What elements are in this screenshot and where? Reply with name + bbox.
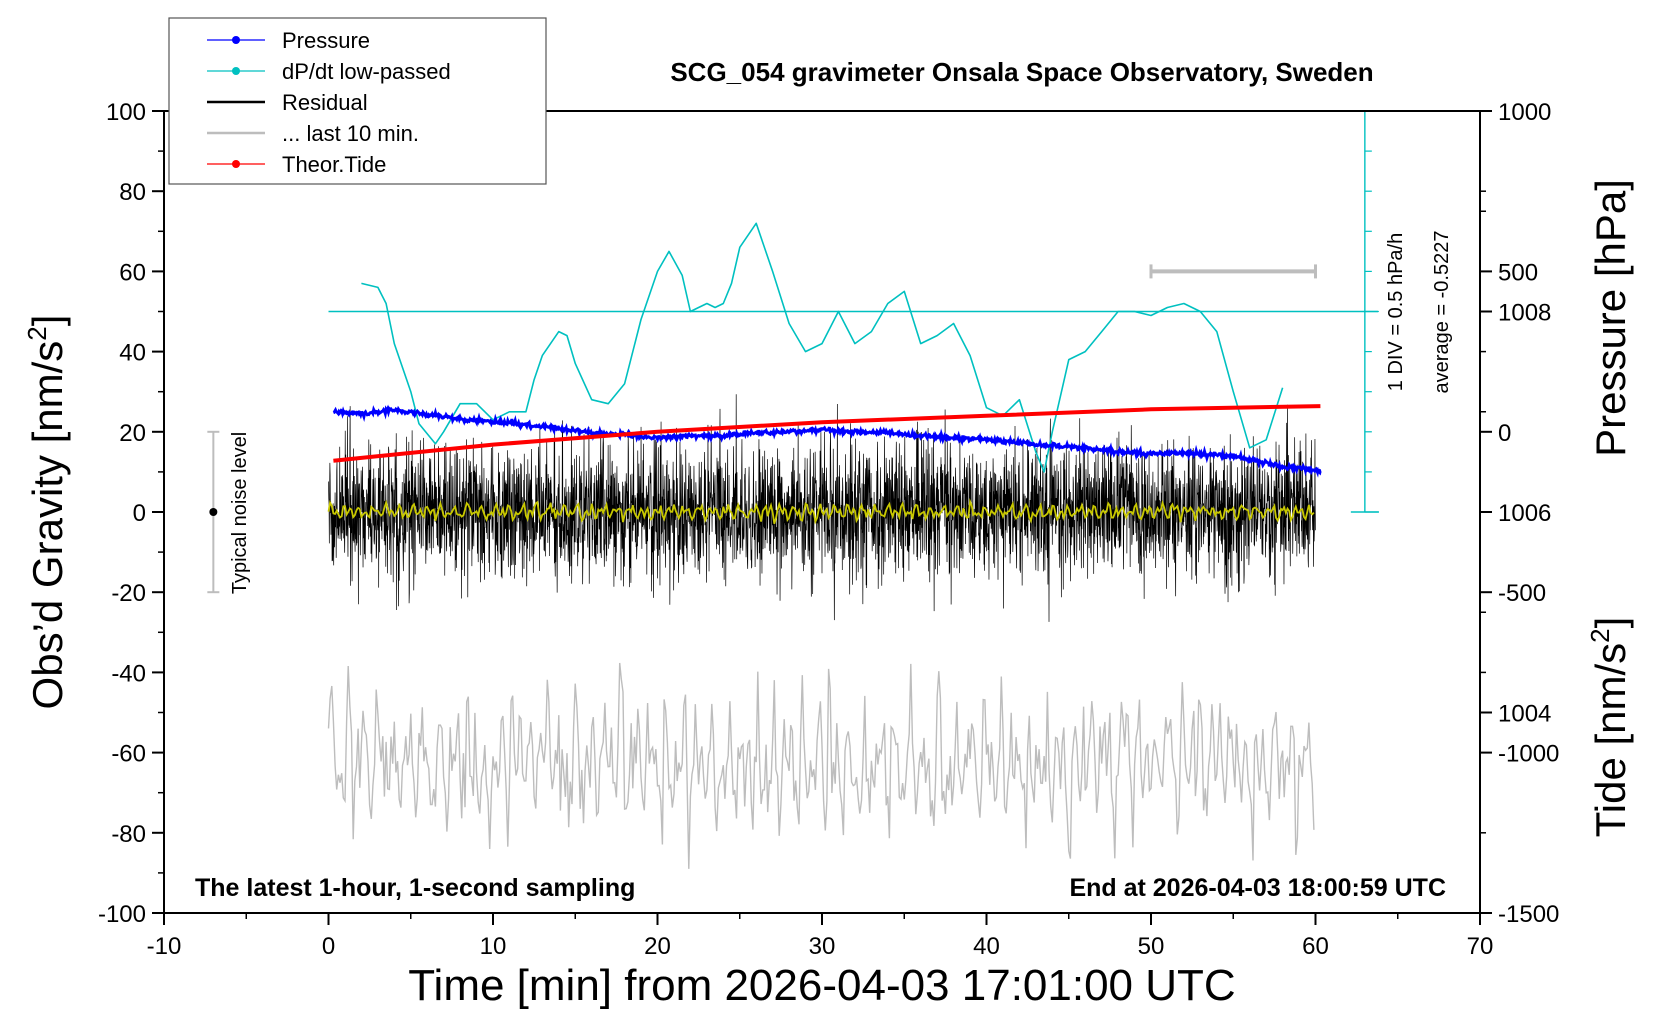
series-last-10-min-line <box>327 662 1315 869</box>
noise-level-label: Typical noise level <box>229 432 251 594</box>
x-tick-label: 30 <box>809 933 836 960</box>
dpdt-average-label: average = -0.5227 <box>1431 231 1453 394</box>
tide-tick-label: -500 <box>1498 580 1546 607</box>
legend: Pressure dP/dt low-passed Residual ... last… <box>168 17 547 185</box>
y-axis-label-tide-tail: ] <box>1587 617 1634 629</box>
x-tick-label: -10 <box>147 933 182 960</box>
tide-tick-label: 0 <box>1498 420 1511 447</box>
x-tick-label: 60 <box>1302 933 1329 960</box>
y-tick-label: -40 <box>111 660 146 687</box>
y-axis-label-gravity-sup: 2 <box>22 326 52 340</box>
tide-tick-label: 1000 <box>1498 99 1551 126</box>
y-axis-label-gravity-main: Obs’d Gravity [nm/s <box>24 341 71 710</box>
chart-title: SCG_054 gravimeter Onsala Space Observat… <box>670 57 1373 87</box>
axes: -10 0 10 20 30 40 50 60 70100806040200-20-40-60-… <box>98 99 1559 960</box>
legend-swatch-marker <box>232 67 240 75</box>
y-axis-label-pressure: Pressure [hPa] <box>1587 179 1634 457</box>
legend-label: Residual <box>282 90 368 115</box>
y-tick-label: 100 <box>106 99 146 126</box>
y-axis-label-tide: Tide [nm/s2] <box>1585 617 1634 838</box>
x-tick-label: 10 <box>480 933 507 960</box>
series-tide-line <box>333 404 1321 463</box>
legend-label: ... last 10 min. <box>282 121 419 146</box>
tide-tick-label: -1500 <box>1498 901 1559 928</box>
legend-label: Pressure <box>282 28 370 53</box>
legend-label: Theor.Tide <box>282 152 386 177</box>
y-tick-label: -60 <box>111 741 146 768</box>
tide-tick-label: -1000 <box>1498 741 1559 768</box>
x-tick-label: 20 <box>644 933 671 960</box>
series-pressure-line <box>332 404 1322 478</box>
y-tick-label: -20 <box>111 580 146 607</box>
legend-swatch-marker <box>232 36 240 44</box>
annotation-end-time: End at 2026-04-03 18:00:59 UTC <box>1069 874 1446 902</box>
pressure-tick-label: 1008 <box>1498 300 1551 327</box>
y-tick-label: 60 <box>119 259 146 286</box>
y-tick-label: 20 <box>119 420 146 447</box>
y-tick-label: 0 <box>133 500 146 527</box>
x-axis-label: Time [min] from 2026-04-03 17:01:00 UTC <box>408 961 1235 1010</box>
y-tick-label: 40 <box>119 340 146 367</box>
legend-swatch-marker <box>232 160 240 168</box>
x-tick-label: 40 <box>973 933 1000 960</box>
x-tick-label: 0 <box>322 933 335 960</box>
pressure-tick-label: 1006 <box>1498 500 1551 527</box>
noise-level-center-dot <box>209 508 218 516</box>
tide-tick-label: 500 <box>1498 259 1538 286</box>
dpdt-scale-label: 1 DIV = 0.5 hPa/h <box>1385 233 1407 391</box>
y-axis-label-gravity-tail: ] <box>24 315 71 327</box>
x-tick-label: 70 <box>1467 933 1494 960</box>
series-dpdt-line <box>361 222 1284 473</box>
y-axis-label-tide-sup: 2 <box>1585 628 1615 642</box>
series-residual-line <box>328 394 1316 622</box>
annotation-sampling: The latest 1-hour, 1-second sampling <box>195 874 635 902</box>
y-tick-label: -80 <box>111 821 146 848</box>
series-smoothed-residual-line <box>327 498 1315 525</box>
y-tick-label: 80 <box>119 179 146 206</box>
x-tick-label: 50 <box>1138 933 1165 960</box>
legend-label: dP/dt low-passed <box>282 59 451 84</box>
y-axis-label-tide-main: Tide [nm/s <box>1587 643 1634 838</box>
legend-entries: Pressure dP/dt low-passed Residual ... last… <box>207 28 451 177</box>
plot-area <box>207 110 1379 869</box>
y-axis-label-gravity: Obs’d Gravity [nm/s2] <box>22 315 71 710</box>
pressure-tick-label: 1004 <box>1498 701 1551 728</box>
y-tick-label: -100 <box>98 901 146 928</box>
